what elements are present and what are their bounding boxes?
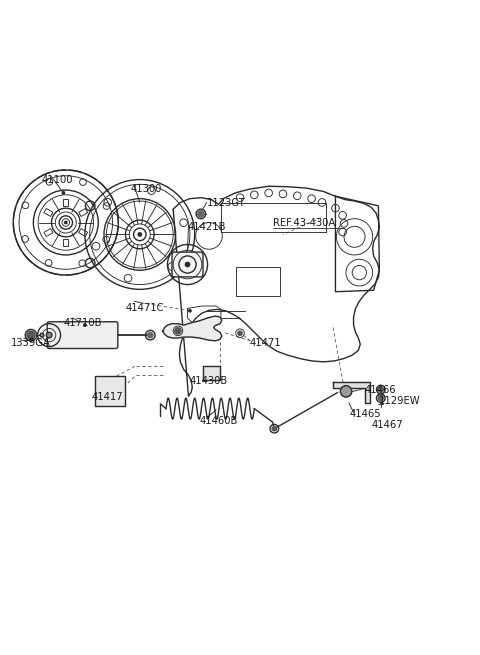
Text: 1129EW: 1129EW (378, 396, 420, 407)
Text: 41430B: 41430B (190, 376, 228, 386)
Circle shape (61, 191, 65, 195)
Circle shape (377, 386, 384, 393)
Circle shape (174, 327, 182, 335)
Polygon shape (333, 382, 370, 403)
Bar (79, 208, 88, 216)
Circle shape (26, 330, 36, 340)
Circle shape (188, 309, 192, 312)
Circle shape (137, 232, 142, 237)
FancyBboxPatch shape (47, 322, 118, 348)
Polygon shape (163, 316, 222, 341)
Circle shape (46, 332, 52, 338)
Circle shape (237, 330, 243, 336)
Polygon shape (203, 365, 220, 380)
Text: 41421B: 41421B (188, 222, 226, 233)
Bar (79, 229, 88, 236)
Text: 41471: 41471 (250, 338, 281, 348)
Text: REF.43-430A: REF.43-430A (274, 217, 336, 227)
Circle shape (29, 338, 33, 342)
Circle shape (340, 386, 352, 397)
Text: 1123GT: 1123GT (206, 198, 245, 208)
Circle shape (185, 261, 191, 267)
Text: 41466: 41466 (364, 386, 396, 396)
Circle shape (40, 333, 44, 337)
Circle shape (64, 221, 68, 225)
Text: 41467: 41467 (371, 421, 403, 430)
Text: 41460B: 41460B (199, 415, 238, 426)
Bar (44, 208, 53, 216)
Text: 41100: 41100 (42, 175, 73, 185)
FancyBboxPatch shape (95, 376, 124, 405)
Bar (63, 198, 68, 206)
Bar (236, 267, 280, 297)
Bar (44, 229, 53, 236)
Circle shape (272, 426, 277, 432)
Text: 41471C: 41471C (125, 303, 164, 313)
Bar (63, 238, 68, 246)
Text: 41417: 41417 (92, 392, 124, 402)
Text: 41710B: 41710B (63, 318, 102, 328)
FancyBboxPatch shape (172, 252, 203, 277)
Circle shape (197, 210, 204, 217)
Text: 1339GA: 1339GA (11, 338, 51, 348)
Text: 41465: 41465 (350, 409, 382, 419)
Circle shape (83, 323, 87, 327)
Circle shape (147, 332, 154, 339)
Text: 41300: 41300 (130, 184, 162, 194)
Circle shape (377, 395, 384, 402)
